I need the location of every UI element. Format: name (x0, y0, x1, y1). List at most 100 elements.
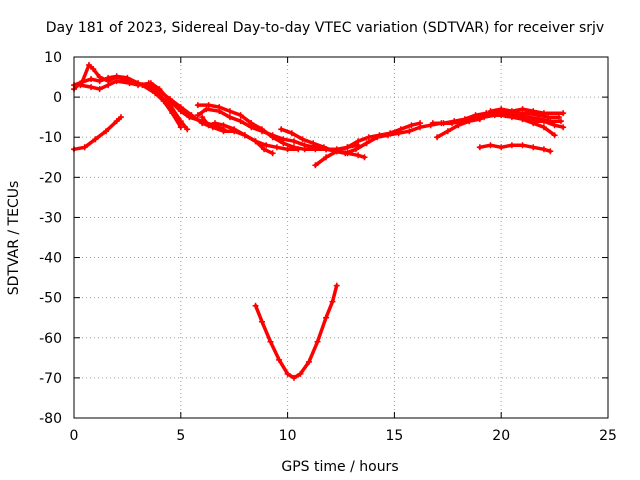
data-point (525, 114, 532, 121)
data-point (352, 146, 359, 153)
data-point (291, 374, 298, 381)
data-point (288, 130, 295, 137)
data-point (508, 142, 515, 149)
chart-title: Day 181 of 2023, Sidereal Day-to-day VTE… (46, 20, 604, 36)
data-point (205, 102, 212, 109)
data-point (560, 124, 567, 131)
data-point (273, 144, 280, 151)
data-point (258, 126, 265, 133)
data-point (519, 142, 526, 149)
y-tick-label: -50 (39, 291, 62, 307)
data-point (498, 106, 505, 113)
data-point (85, 62, 92, 69)
data-point (455, 122, 462, 129)
data-point (226, 114, 233, 121)
x-tick-label: 20 (492, 428, 510, 444)
data-point (323, 154, 330, 161)
data-point (547, 118, 554, 125)
y-tick-label: -30 (39, 210, 62, 226)
data-point (169, 110, 176, 117)
y-tick-label: -70 (39, 371, 62, 387)
data-point (184, 126, 191, 133)
y-tick-label: 10 (44, 50, 62, 66)
data-point (79, 78, 86, 85)
data-point (487, 142, 494, 149)
data-point (547, 148, 554, 155)
data-point (295, 146, 302, 153)
data-point (508, 108, 515, 115)
data-point (284, 146, 291, 153)
data-point (312, 162, 319, 169)
axis-ticks: 0 5 10 15 20 25 10 0 -10 -20 -30 -40 -50 -60 -70 -80 (39, 50, 617, 444)
data-point (220, 122, 227, 129)
data-point (504, 112, 511, 119)
x-axis-label: GPS time / hours (281, 459, 398, 475)
data-point (323, 314, 330, 321)
data-point (320, 144, 327, 151)
data-point (263, 142, 270, 149)
data-point (261, 146, 268, 153)
x-tick-label: 5 (176, 428, 185, 444)
data-point (117, 114, 124, 121)
data-point (220, 128, 227, 135)
y-tick-label: -20 (39, 170, 62, 186)
data-point (408, 122, 415, 129)
data-point (126, 80, 133, 87)
data-point (451, 118, 458, 125)
data-point (167, 96, 174, 103)
data-point (461, 116, 468, 123)
data-point (365, 134, 372, 141)
data-point (276, 356, 283, 363)
data-point (278, 126, 285, 133)
data-point (376, 132, 383, 139)
data-point (88, 76, 95, 83)
data-point (269, 134, 276, 141)
data-point (92, 136, 99, 143)
data-point (429, 120, 436, 127)
data-point (237, 112, 244, 119)
data-point (312, 146, 319, 153)
data-point (540, 146, 547, 153)
data-point (530, 108, 537, 115)
data-point (205, 122, 212, 129)
data-point (299, 136, 306, 143)
data-point (519, 106, 526, 113)
series-group (71, 62, 567, 381)
data-point (342, 150, 349, 157)
data-point (252, 138, 259, 145)
data-point (493, 110, 500, 117)
data-point (387, 130, 394, 137)
data-point (226, 108, 233, 115)
data-point (444, 128, 451, 135)
data-point (77, 82, 84, 89)
data-point (483, 110, 490, 117)
data-point (476, 116, 483, 123)
series-arc-d (147, 81, 275, 156)
series-arc-l (467, 111, 565, 129)
plot-frame (73, 56, 609, 419)
data-point (105, 82, 112, 89)
y-tick-label: 0 (53, 90, 62, 106)
data-point (530, 144, 537, 151)
data-point (417, 120, 424, 127)
data-point (252, 302, 259, 309)
data-point (81, 144, 88, 151)
data-point (363, 140, 370, 147)
data-point (560, 110, 567, 117)
data-point (248, 120, 255, 127)
data-point (551, 122, 558, 129)
data-point (211, 120, 218, 127)
data-point (267, 338, 274, 345)
data-point (231, 126, 238, 133)
data-point (152, 90, 159, 97)
data-point (551, 132, 558, 139)
data-point (216, 104, 223, 111)
data-point (558, 118, 565, 125)
data-point (194, 102, 201, 109)
data-point (536, 116, 543, 123)
data-point (199, 114, 206, 121)
data-point (291, 138, 298, 145)
data-point (88, 84, 95, 91)
data-point (314, 338, 321, 345)
data-point (96, 86, 103, 93)
